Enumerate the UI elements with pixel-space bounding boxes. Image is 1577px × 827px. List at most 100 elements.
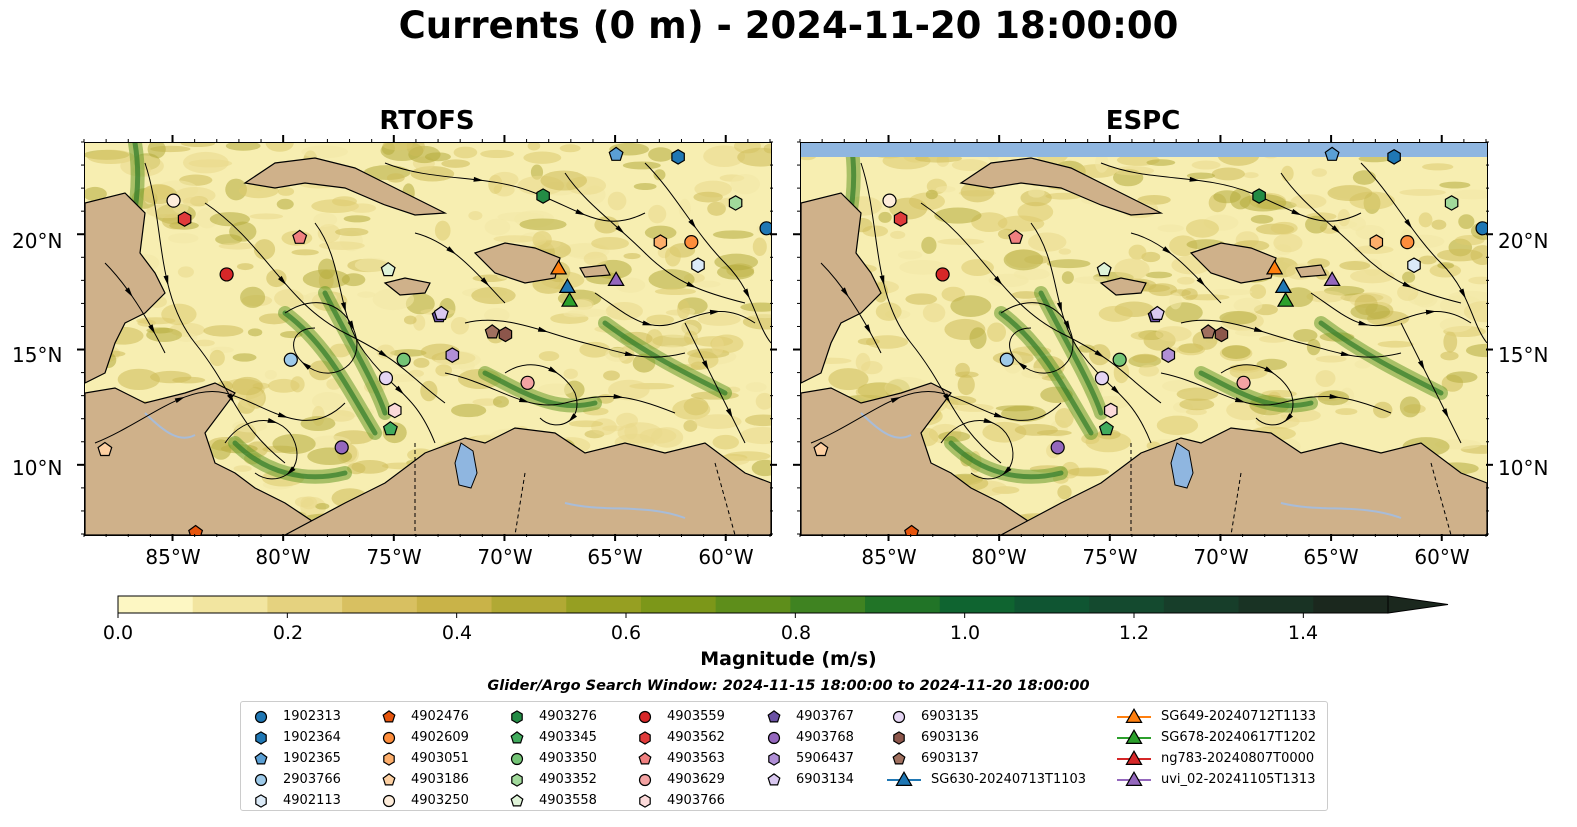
legend-hexagon-marker — [639, 793, 651, 808]
marker-5906437 — [445, 347, 460, 363]
legend-label: 4903767 — [796, 709, 854, 724]
legend-label: 4903250 — [411, 793, 469, 808]
legend-item: 4903250 — [377, 790, 469, 811]
legend-label: 4903345 — [539, 730, 597, 745]
legend-item: 4903352 — [505, 769, 597, 790]
legend-circle-marker — [254, 710, 268, 723]
legend-pentagon-marker — [382, 709, 396, 722]
marker-4903559 — [935, 267, 950, 282]
legend-marker-icon — [254, 773, 268, 786]
legend-column: 4903559 4903562 4903563 4903629 4903766 — [633, 706, 725, 811]
legend-circle-marker — [638, 773, 652, 786]
legend-item: 4903559 — [633, 706, 725, 727]
marker-4903276 — [1252, 188, 1266, 204]
legend-pentagon-marker — [638, 751, 652, 764]
marker-SG630-20240713T1103 — [558, 277, 577, 293]
legend-circle-marker — [892, 710, 906, 723]
marker-1902313 — [1475, 221, 1487, 236]
lat-tick-label: 10°N — [12, 456, 63, 480]
marker-2903766 — [999, 352, 1014, 367]
legend-marker-icon — [767, 772, 781, 785]
marker-4903352 — [728, 195, 743, 211]
colorbar-tick-label: 0.8 — [780, 622, 812, 644]
marker-6903134 — [1149, 305, 1165, 320]
marker-4902113 — [1407, 257, 1421, 274]
marker-uvi_02-20241105T1313 — [607, 271, 625, 286]
legend-marker-icon — [511, 709, 523, 724]
lon-tick-label: 85°W — [145, 545, 201, 569]
float-glider-markers — [97, 146, 771, 535]
marker-4903352 — [1444, 195, 1459, 211]
colorbar-tick-label: 0.6 — [610, 622, 642, 644]
panel-title-rtofs: RTOFS — [379, 106, 475, 136]
marker-4903629 — [1236, 375, 1251, 390]
colorbar-tick-label: 0.4 — [441, 622, 473, 644]
legend-column: 4902476 4902609 4903051 4903186 4903250 — [377, 706, 469, 811]
legend-item: 4903345 — [505, 727, 597, 748]
marker-SG678-20240617T1202 — [560, 291, 579, 307]
legend-label: 4902476 — [411, 709, 469, 724]
marker-SG649-20240712T1133 — [1265, 259, 1284, 275]
marker-4902609 — [684, 235, 699, 250]
legend-pentagon-marker — [767, 709, 781, 722]
colorbar-outline — [117, 595, 1389, 614]
marker-4902476 — [904, 524, 920, 535]
colorbar-segment — [1238, 596, 1314, 613]
marker-4903345 — [382, 421, 398, 436]
legend-marker-icon — [638, 751, 652, 764]
legend-item: 1902313 — [249, 706, 341, 727]
legend-pentagon-marker — [382, 772, 396, 785]
legend-item: SG630-20240713T1103 — [887, 769, 1086, 790]
colorbar-tick-label: 1.4 — [1287, 622, 1319, 644]
legend-item: ng783-20240807T0000 — [1117, 748, 1316, 769]
marker-4903186 — [813, 441, 829, 457]
legend-circle-marker — [382, 731, 396, 744]
marker-4903766 — [388, 402, 402, 419]
legend-marker-icon — [1117, 728, 1151, 744]
legend-marker-icon — [892, 751, 906, 764]
legend-label: SG630-20240713T1103 — [931, 772, 1087, 787]
lon-tick-label: 80°W — [255, 545, 311, 569]
marker-4903345 — [1098, 421, 1114, 436]
marker-4903768 — [334, 440, 349, 455]
marker-SG649-20240712T1133 — [549, 259, 568, 275]
marker-SG630-20240713T1103 — [1274, 277, 1293, 293]
legend-label: 4903563 — [667, 751, 725, 766]
marker-4903186 — [97, 441, 113, 457]
legend-label: uvi_02-20241105T1313 — [1161, 772, 1316, 787]
colorbar-tick-label: 1.0 — [949, 622, 981, 644]
lon-tick-label: 65°W — [587, 545, 643, 569]
legend-item: 4903562 — [633, 727, 725, 748]
legend-marker-icon — [638, 710, 652, 723]
legend-column: 1902313 1902364 1902365 2903766 4902113 — [249, 706, 341, 811]
lon-tick-label: 80°W — [971, 545, 1027, 569]
legend-marker-icon — [1117, 707, 1151, 723]
legend-marker-icon — [383, 751, 395, 766]
legend-hexagon-marker — [893, 730, 905, 745]
legend-label: 1902313 — [283, 709, 341, 724]
marker-4903559 — [219, 267, 234, 282]
marker-4903766 — [1104, 402, 1118, 419]
legend-triangle-marker — [1125, 749, 1143, 765]
legend-label: 4903350 — [539, 751, 597, 766]
marker-1902364 — [1387, 149, 1401, 165]
legend-label: 4903186 — [411, 772, 469, 787]
legend-marker-icon — [639, 793, 651, 808]
legend-marker-icon — [511, 772, 523, 787]
land-masses — [85, 157, 771, 535]
legend-item: 4903276 — [505, 706, 597, 727]
lon-tick-label: 65°W — [1303, 545, 1359, 569]
legend-hexagon-marker — [639, 730, 651, 745]
legend-item: 4902113 — [249, 790, 341, 811]
legend-pentagon-marker — [510, 730, 524, 743]
current-speed-map-espc — [801, 143, 1487, 535]
legend-marker-icon — [255, 793, 267, 808]
streamlines — [94, 162, 771, 480]
legend-item: SG678-20240617T1202 — [1117, 727, 1316, 748]
legend-item: 4903186 — [377, 769, 469, 790]
marker-4903250 — [166, 193, 181, 208]
legend-circle-marker — [382, 794, 396, 807]
legend-label: 4903766 — [667, 793, 725, 808]
legend-marker-icon — [254, 751, 268, 764]
marker-SG678-20240617T1202 — [1276, 291, 1295, 307]
